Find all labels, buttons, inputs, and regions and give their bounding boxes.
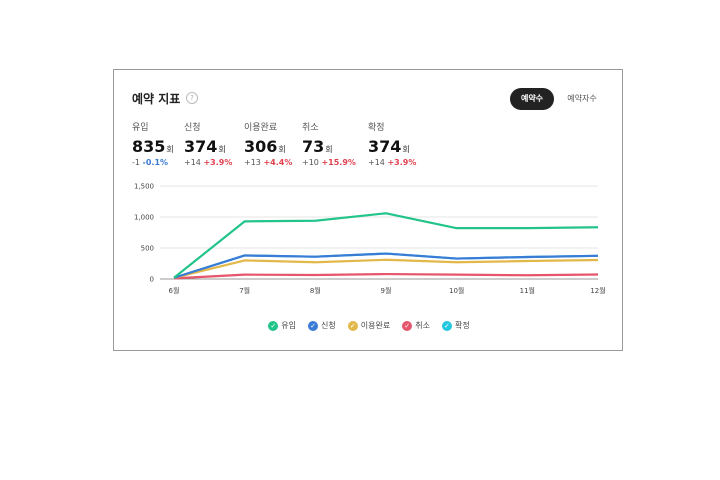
stat-0: 유입 835회 -1 -0.1%: [132, 120, 174, 167]
stat-delta: +13: [244, 158, 261, 167]
toggle-reservation-count[interactable]: 예약수: [510, 88, 554, 110]
stat-percent: +4.4%: [263, 158, 293, 167]
stat-value: 73: [302, 137, 325, 156]
stat-label: 유입: [132, 123, 149, 133]
stat-2: 이용완료 306회 +13 +4.4%: [244, 120, 292, 167]
check-icon: ✓: [268, 320, 279, 331]
legend-item[interactable]: ✓ 취소: [402, 320, 430, 331]
legend-item[interactable]: ✓ 신청: [308, 320, 336, 331]
stat-unit: 회: [218, 145, 226, 154]
reservation-metrics-card: 예약 지표 ? 예약수 예약자수 유입 835회 -1 -0.1% 신청 374회 +14…: [113, 69, 623, 351]
line-chart: 0 500 1,000 1,500 6월 7월 8월 9월 10월 11월 12월: [134, 183, 606, 296]
x-tick-label: 9월: [381, 286, 392, 295]
legend-label: 유입: [281, 321, 297, 330]
legend-label: 취소: [415, 321, 430, 330]
stat-unit: 회: [166, 145, 174, 154]
y-tick-label: 1,500: [134, 183, 154, 191]
series-line-유입: [173, 212, 599, 279]
stat-1: 신청 374회 +14 +3.9%: [184, 120, 232, 167]
y-tick-label: 0: [150, 276, 154, 284]
legend-label: 신청: [321, 321, 336, 330]
stat-percent: +15.9%: [321, 158, 356, 167]
stat-label: 확정: [368, 123, 385, 133]
stat-value: 835: [132, 137, 166, 156]
x-tick-label: 11월: [520, 286, 535, 295]
stat-percent: -0.1%: [142, 158, 169, 167]
legend-label: 확정: [454, 321, 470, 330]
stat-delta: +14: [184, 158, 201, 167]
stat-value: 374: [184, 137, 218, 156]
stat-4: 확정 374회 +14 +3.9%: [368, 120, 416, 167]
stat-delta: -1: [132, 158, 140, 167]
stat-percent: +3.9%: [387, 158, 417, 167]
stat-unit: 회: [278, 145, 286, 154]
stat-3: 취소 73회 +10 +15.9%: [302, 120, 356, 167]
y-tick-label: 1,000: [134, 214, 154, 222]
x-tick-label: 8월: [310, 286, 321, 295]
series-line-취소: [173, 272, 599, 280]
toggle-reserver-count[interactable]: 예약자수: [567, 94, 597, 103]
legend-item[interactable]: ✓ 이용완료: [347, 320, 391, 331]
x-tick-label: 10월: [449, 286, 464, 295]
legend-label: 이용완료: [360, 321, 391, 330]
stat-delta: +10: [302, 158, 319, 167]
stat-percent: +3.9%: [203, 158, 233, 167]
x-tick-label: 12월: [590, 286, 605, 295]
x-tick-label: 7월: [239, 286, 250, 295]
check-icon: ✓: [308, 320, 319, 331]
stat-value: 306: [244, 137, 278, 156]
chart-legend: ✓ 유입 ✓ 신청 ✓ 이용완료 ✓ 취소 ✓ 확정: [114, 320, 624, 331]
check-icon: ✓: [402, 320, 413, 331]
check-icon: ✓: [441, 320, 452, 331]
stat-unit: 회: [325, 145, 333, 154]
legend-item[interactable]: ✓ 확정: [441, 320, 470, 331]
check-icon: ✓: [347, 320, 358, 331]
series-line-이용완료: [173, 258, 599, 279]
help-icon[interactable]: ?: [186, 92, 198, 104]
legend-item[interactable]: ✓ 유입: [268, 320, 296, 331]
stat-unit: 회: [402, 145, 410, 154]
stat-label: 이용완료: [244, 123, 278, 133]
stat-label: 취소: [302, 123, 319, 133]
stat-delta: +14: [368, 158, 385, 167]
widget-title: 예약 지표: [132, 92, 181, 106]
stat-value: 374: [368, 137, 402, 156]
y-tick-label: 500: [141, 245, 154, 253]
stat-label: 신청: [184, 123, 201, 133]
series-line-신청: [173, 252, 599, 279]
x-tick-label: 6월: [169, 286, 180, 295]
